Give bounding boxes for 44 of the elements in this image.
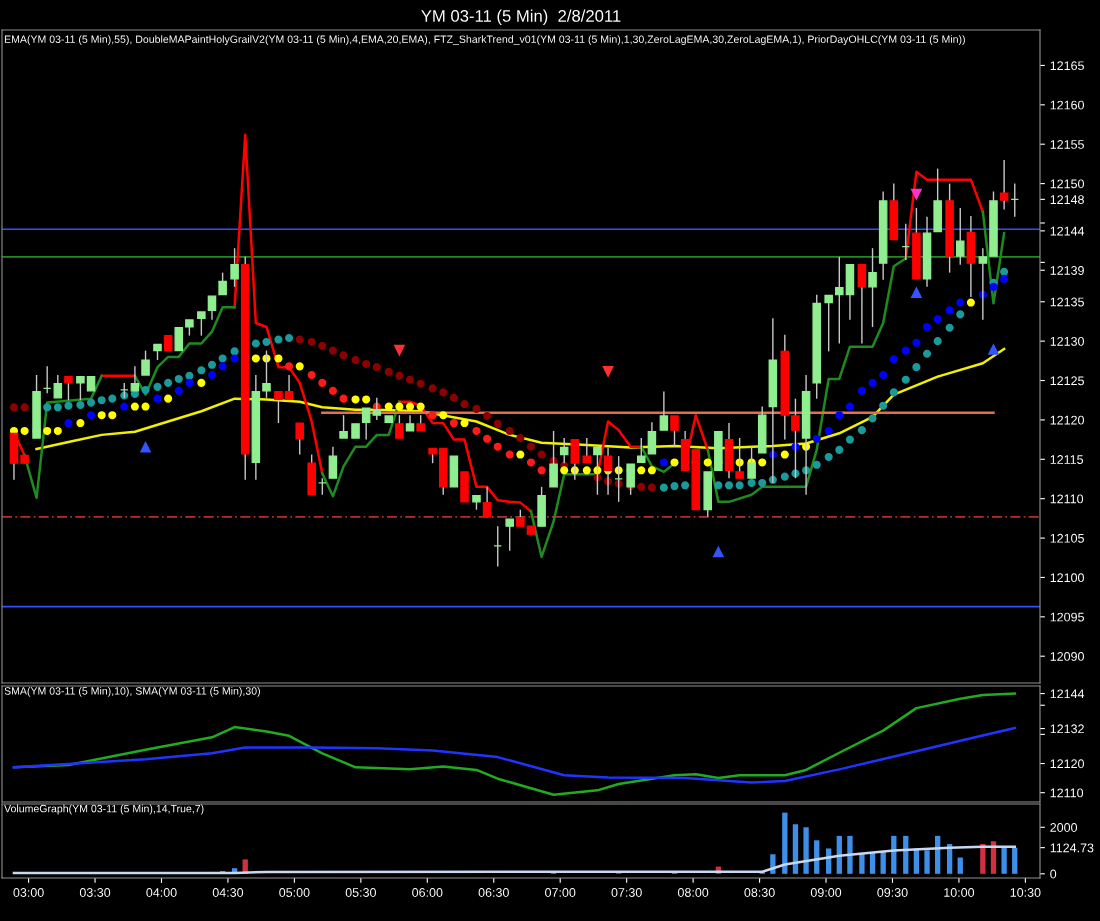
y-tick-label: 12130 <box>1050 336 1084 346</box>
y-tick-label: 12165 <box>1050 61 1084 71</box>
y-tick-label: 12100 <box>1050 573 1084 583</box>
chart-subtitle: VolumeGraph(YM 03-11 (5 Min),14,True,7) <box>4 804 204 815</box>
x-tick-label: 06:30 <box>478 888 509 897</box>
y-tick-label: 12105 <box>1050 533 1084 543</box>
y-tick-label: 12155 <box>1050 140 1084 149</box>
x-tick-label: 07:00 <box>545 888 576 897</box>
y-tick-label: 12120 <box>1050 759 1084 769</box>
y-tick-label: 12115 <box>1050 455 1084 464</box>
y-tick-label: 12148 <box>1050 195 1084 205</box>
y-tick-label: 12160 <box>1050 100 1084 110</box>
chart-title: YM 03-11 (5 Min) 2/8/2011 <box>421 9 621 26</box>
y-tick-label: 12110 <box>1050 788 1084 798</box>
x-tick-label: 09:30 <box>877 888 908 897</box>
y-tick-label: 2000 <box>1050 823 1078 832</box>
x-tick-label: 05:30 <box>345 888 376 897</box>
y-tick-label: 12139 <box>1050 266 1084 275</box>
x-tick-label: 06:00 <box>412 888 443 897</box>
y-tick-label: 12144 <box>1050 226 1085 236</box>
y-tick-label: 12095 <box>1050 612 1084 622</box>
x-tick-label: 05:00 <box>279 888 310 897</box>
x-tick-label: 07:30 <box>611 888 642 897</box>
x-tick-label: 08:00 <box>677 888 709 897</box>
y-tick-label: 12090 <box>1050 652 1084 661</box>
x-tick-label: 04:00 <box>146 888 177 897</box>
x-tick-label: 10:30 <box>1010 888 1041 897</box>
x-tick-label: 09:00 <box>810 888 842 897</box>
chart-subtitle: SMA(YM 03-11 (5 Min),10), SMA(YM 03-11 (5 Min),30) <box>4 686 260 697</box>
x-tick-label: 08:30 <box>744 888 775 897</box>
y-tick-label: 12135 <box>1050 297 1084 307</box>
chart-subtitle: EMA(YM 03-11 (5 Min),55), DoubleMAPaintHolyGrailV2(YM 03-11 (5 Min),4,EMA,20,EMA), FTZ_SharkTrend_v01(YM 03-11 (5 Min),1,30,ZeroLagEMA,30,ZeroLagEMA,1), PriorDayOHLC(YM 03-11 (5 Min)) <box>4 35 965 46</box>
y-tick-label: 12110 <box>1050 494 1084 504</box>
y-tick-label: 12125 <box>1050 376 1084 386</box>
y-tick-label: 1124.73 <box>1050 843 1094 853</box>
x-tick-label: 03:30 <box>79 888 111 897</box>
y-tick-label: 12150 <box>1050 179 1084 189</box>
x-tick-label: 04:30 <box>212 888 244 897</box>
y-tick-label: 0 <box>1050 869 1057 879</box>
y-tick-label: 12132 <box>1050 724 1084 734</box>
y-tick-label: 12144 <box>1050 689 1085 699</box>
x-tick-label: 03:00 <box>13 888 44 897</box>
x-tick-label: 10:00 <box>944 888 975 897</box>
y-tick-label: 12120 <box>1050 415 1084 425</box>
